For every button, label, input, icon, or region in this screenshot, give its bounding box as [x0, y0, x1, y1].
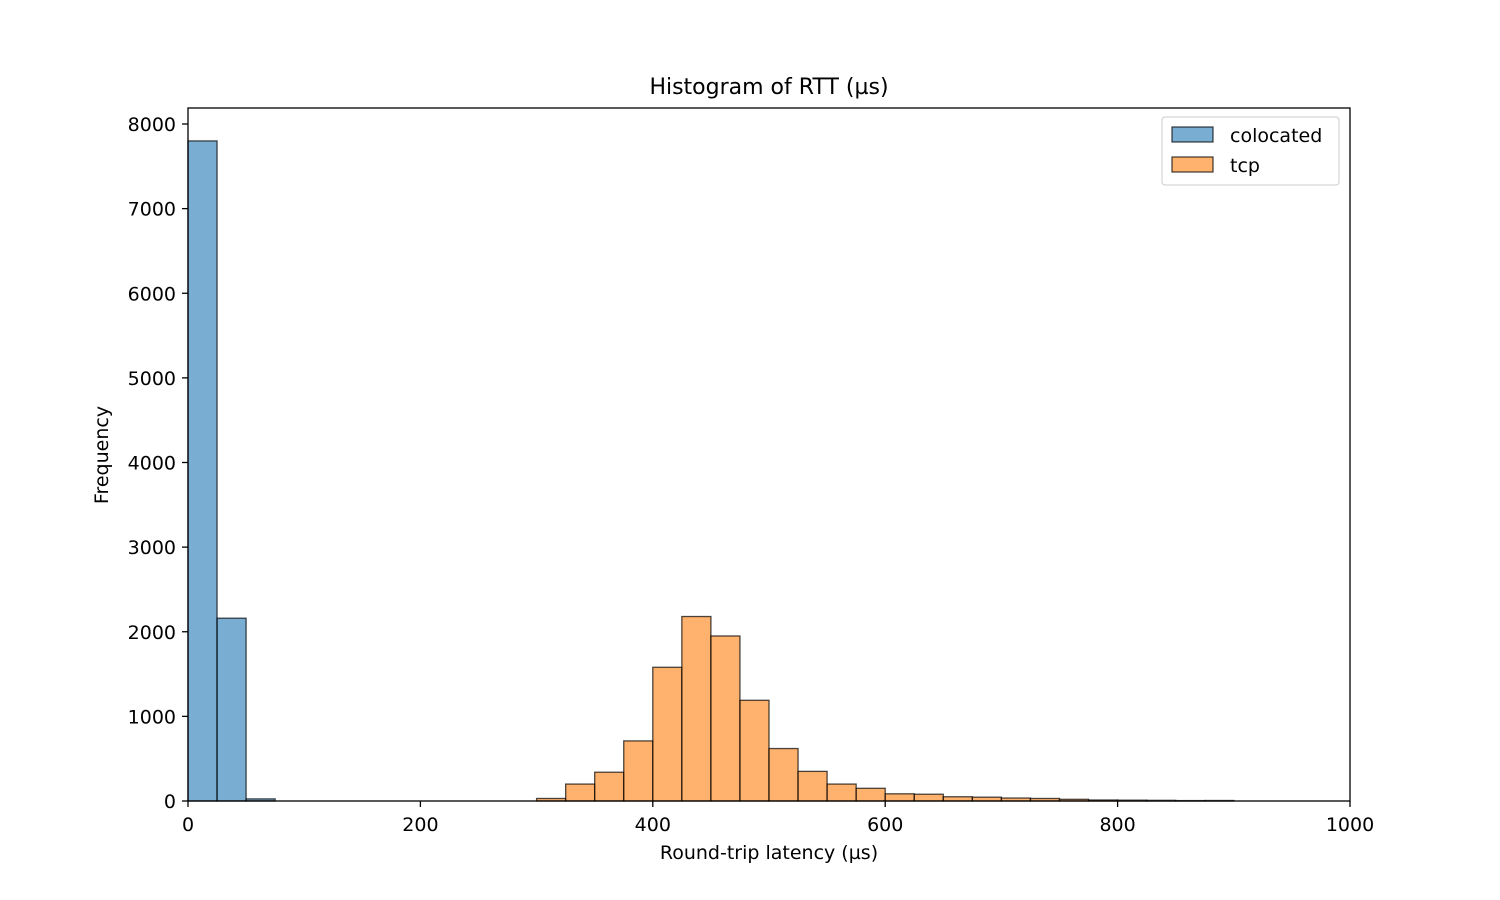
y-tick-label-7000: 7000: [128, 199, 176, 221]
bar-tcp-600: [884, 793, 915, 802]
y-tick-label-0: 0: [164, 791, 176, 813]
bar-tcp-450: [710, 635, 741, 802]
bar-tcp-500: [768, 747, 799, 802]
bar-tcp-525: [797, 770, 828, 802]
bars-layer: [187, 140, 1235, 802]
legend-label-colocated: colocated: [1230, 125, 1322, 147]
x-tick-label-200: 200: [402, 814, 438, 836]
y-tick-label-6000: 6000: [128, 283, 176, 305]
bar-tcp-400: [652, 666, 683, 802]
plot-frame: [187, 107, 1351, 802]
x-tick-label-600: 600: [867, 814, 903, 836]
legend-swatch-colocated: [1171, 126, 1214, 143]
bar-tcp-575: [855, 787, 886, 802]
y-tick-label-5000: 5000: [128, 368, 176, 390]
legend: colocated tcp: [1161, 116, 1340, 186]
x-axis-label: Round-trip latency (µs): [660, 842, 878, 864]
chart-title: Histogram of RTT (µs): [649, 75, 888, 100]
bar-tcp-325: [565, 783, 596, 802]
bar-tcp-475: [739, 699, 770, 802]
x-tick-label-400: 400: [635, 814, 671, 836]
x-tick-label-1000: 1000: [1326, 814, 1374, 836]
legend-swatch-tcp: [1171, 156, 1214, 173]
y-tick-label-8000: 8000: [128, 114, 176, 136]
y-tick-label-3000: 3000: [128, 537, 176, 559]
y-tick-label-4000: 4000: [128, 453, 176, 475]
x-tick-label-0: 0: [182, 814, 194, 836]
legend-label-tcp: tcp: [1230, 155, 1260, 177]
y-tick-label-1000: 1000: [128, 706, 176, 728]
bar-colocated-0: [187, 140, 218, 802]
y-axis-ticks: 0 1000 2000 3000 4000 5000 6000 7000 8000: [128, 114, 188, 813]
bar-tcp-350: [594, 771, 625, 802]
bar-tcp-425: [681, 615, 712, 802]
bar-tcp-625: [913, 793, 944, 802]
bar-tcp-375: [623, 740, 654, 802]
bar-tcp-550: [826, 783, 857, 802]
x-tick-label-800: 800: [1099, 814, 1135, 836]
y-axis-label: Frequency: [91, 406, 113, 504]
bar-colocated-25: [216, 617, 247, 802]
y-tick-label-2000: 2000: [128, 622, 176, 644]
x-axis-ticks: 0 200 400 600 800 1000: [182, 801, 1374, 836]
